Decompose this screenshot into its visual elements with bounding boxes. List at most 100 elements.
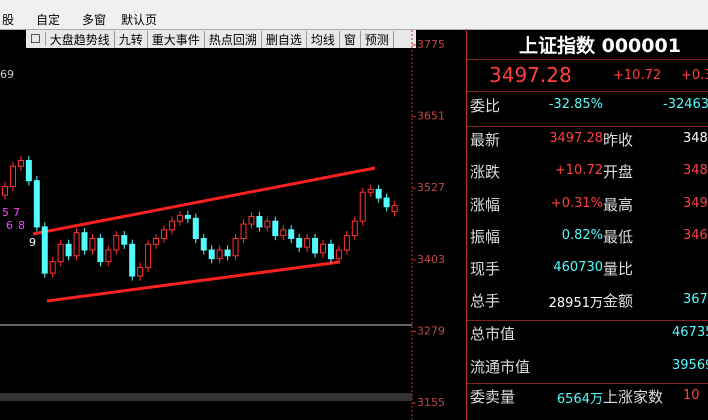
row-value: 3497.28	[549, 131, 603, 146]
row-value: 460730	[553, 260, 603, 275]
candle-body	[113, 235, 120, 251]
candle-body	[81, 232, 88, 251]
candle-body	[375, 188, 382, 199]
stock-name: 上证指数 000001	[519, 35, 681, 57]
candle-body	[264, 220, 271, 228]
row-label: 委卖量	[470, 388, 516, 406]
trend-line	[46, 260, 341, 303]
candle-body	[57, 243, 64, 263]
y-tick-label: 3775	[417, 38, 445, 51]
candle-body	[176, 214, 183, 222]
change: +10.72	[613, 68, 662, 83]
candle-body	[240, 223, 247, 239]
toolbar-button[interactable]: 股	[2, 13, 15, 27]
candle-body	[192, 217, 199, 239]
trend-line	[32, 166, 376, 236]
candle-body	[343, 235, 350, 251]
separator	[467, 59, 708, 60]
candle-body	[33, 180, 40, 228]
row-label: 最高	[603, 196, 634, 214]
price: 3497.28	[489, 63, 572, 87]
toolbar: 股 自定 多窗 默认页	[0, 0, 708, 30]
candle-body	[145, 243, 152, 268]
candle-body	[391, 204, 398, 213]
toolbar-button[interactable]: 自定	[36, 13, 61, 27]
annotation: 6	[6, 219, 13, 232]
candle-body	[41, 226, 48, 274]
row-value: 346	[683, 228, 708, 243]
candle-body	[49, 261, 56, 274]
separator	[467, 91, 708, 92]
separator	[467, 320, 708, 321]
row-value: 10	[683, 388, 700, 403]
annotation: 9	[29, 236, 36, 249]
candle-body	[320, 243, 326, 254]
candle-body	[272, 220, 279, 237]
row-value: 349	[683, 196, 708, 211]
separator	[467, 383, 708, 384]
row-value: 367	[683, 292, 708, 307]
quote-panel: 上证指数 000001 3497.28 +10.72 +0.3 委比 -32.85% -32…	[466, 29, 708, 420]
chart-tool[interactable]: 热点回溯	[205, 30, 262, 48]
row-label: 总手	[470, 292, 501, 310]
row-value: 46735	[672, 325, 708, 340]
y-tick-label: 3651	[417, 110, 445, 123]
candle-body	[25, 160, 32, 182]
row-label: 最新	[470, 131, 501, 149]
chart-toolbar: ☐ 大盘趋势线 九转 重大事件 热点回溯 删自选 均线窗预测	[26, 30, 416, 48]
candle-body	[168, 220, 175, 231]
annotation: 7	[13, 206, 20, 219]
annotation: 8	[18, 219, 25, 232]
candle-body	[184, 214, 191, 219]
chart-tool[interactable]: 大盘趋势线	[46, 30, 115, 48]
candle-body	[224, 249, 231, 257]
row-value: +10.72	[554, 163, 603, 178]
candle-body	[97, 237, 104, 263]
row-value: 0.82%	[561, 228, 603, 243]
chart-tool[interactable]: 预测	[361, 30, 394, 48]
row-label: 涨幅	[470, 196, 501, 214]
annotation: 69	[0, 68, 14, 81]
candle-body	[9, 165, 16, 188]
candle-body	[153, 237, 160, 245]
chart-tool[interactable]: 均线	[307, 30, 340, 48]
chart-tool[interactable]: 九转	[115, 30, 148, 48]
candle-body	[248, 216, 255, 225]
candle-body	[216, 249, 223, 260]
row-label: 振幅	[470, 228, 501, 246]
row-value: 6564万	[556, 392, 603, 407]
row-label: 金额	[603, 292, 634, 310]
change-pct: +0.3	[681, 68, 708, 83]
toolbar-button[interactable]: 多窗	[82, 13, 107, 27]
candle-body	[359, 191, 366, 222]
candle-body	[129, 243, 136, 277]
row-label: 上涨家数	[603, 388, 664, 406]
toolbar-button[interactable]: 默认页	[121, 13, 158, 27]
divider-band	[0, 393, 412, 401]
chart-tool[interactable]: 删自选	[262, 30, 307, 48]
y-tick-label: 3527	[417, 181, 445, 194]
y-tick-label: 3155	[417, 396, 445, 409]
row-label: 昨收	[603, 131, 634, 149]
candle-body	[304, 237, 311, 248]
candle-body	[161, 229, 167, 239]
candle-body	[312, 237, 319, 254]
row-label: 委比	[470, 97, 501, 115]
y-tick-label: 3279	[417, 324, 445, 337]
row-label: 开盘	[603, 163, 634, 181]
separator	[467, 126, 708, 127]
y-tick-label: 3403	[417, 253, 445, 266]
candle-body	[137, 266, 144, 277]
chart-tool[interactable]: 窗	[340, 30, 361, 48]
row-label: 现手	[470, 260, 501, 278]
chart-tool[interactable]: 重大事件	[148, 30, 205, 48]
annotation: 5	[2, 206, 9, 219]
candle-body	[288, 229, 295, 239]
checkbox[interactable]: ☐	[26, 32, 46, 46]
row-label: 量比	[603, 260, 634, 278]
row-label: 总市值	[470, 325, 516, 343]
row-value: 28951万	[548, 296, 603, 311]
candle-body	[105, 249, 112, 263]
candle-body	[73, 232, 80, 257]
